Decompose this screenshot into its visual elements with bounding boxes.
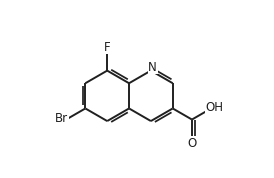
Text: OH: OH xyxy=(205,101,223,114)
Text: O: O xyxy=(187,137,196,150)
Text: Br: Br xyxy=(55,112,68,125)
Text: F: F xyxy=(104,41,110,54)
Text: N: N xyxy=(148,61,157,74)
